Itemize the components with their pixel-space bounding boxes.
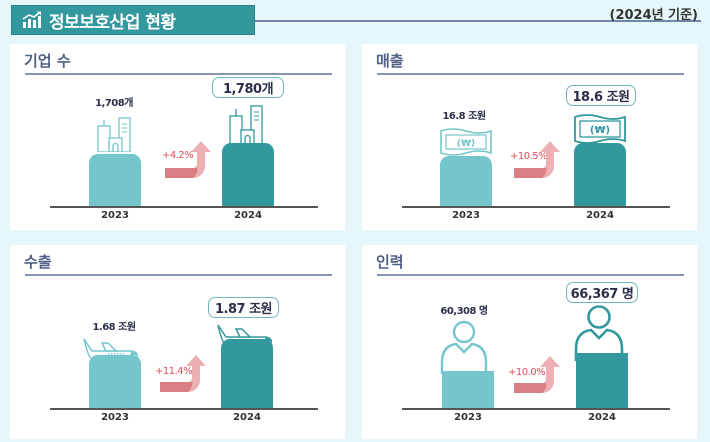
value-2023: 1,708개 [95, 98, 133, 109]
title-rule [25, 73, 332, 75]
growth-arrow-icon [165, 141, 211, 178]
bar-2024 [574, 143, 626, 206]
axis-baseline [402, 408, 670, 410]
x-label-2023: 2023 [454, 412, 482, 423]
axis-baseline [402, 206, 670, 208]
buildings-icon [97, 117, 131, 152]
x-label-2024: 2024 [233, 412, 261, 423]
card-companies: 기업 수 1,708개 1,780개 +4.2% 2023 2024 [10, 44, 345, 230]
card-title: 매출 [376, 52, 404, 70]
x-label-2023: 2023 [101, 412, 129, 423]
x-label-2023: 2023 [452, 210, 480, 221]
card-revenue: 매출 16.8 조원 18.6 조원 (₩) (₩) +10.5% 2023 2… [362, 44, 697, 230]
growth-arrow-icon [514, 356, 560, 393]
value-2023: 60,308 명 [440, 306, 488, 317]
svg-text:(₩): (₩) [590, 125, 610, 136]
svg-text:(₩): (₩) [457, 139, 475, 149]
bar-chart-trend-icon [22, 11, 41, 28]
value-2024-badge: 1,780개 [212, 77, 284, 98]
bar-2023 [89, 154, 141, 206]
bar-2024 [221, 339, 273, 408]
buildings-icon [229, 105, 263, 146]
x-label-2023: 2023 [101, 210, 129, 221]
basis-date-label: (2024년 기준) [609, 8, 698, 23]
growth-rate: +10.5% [510, 151, 548, 162]
person-icon [440, 320, 488, 374]
growth-arrow-icon [514, 141, 560, 178]
value-2023: 16.8 조원 [442, 111, 486, 122]
axis-baseline [50, 206, 318, 208]
value-2024-badge: 18.6 조원 [566, 85, 636, 106]
page-title: 정보보호산업 현황 [49, 12, 176, 33]
header-divider [255, 20, 701, 22]
x-label-2024: 2024 [234, 210, 262, 221]
card-title: 기업 수 [24, 52, 71, 70]
value-2024-badge: 66,367 명 [566, 282, 638, 303]
growth-rate: +10.0% [508, 367, 546, 378]
won-banknote-icon: (₩) [440, 128, 492, 156]
bar-2023 [89, 355, 141, 408]
axis-baseline [50, 408, 318, 410]
x-label-2024: 2024 [586, 210, 614, 221]
growth-arrow-icon [160, 355, 206, 392]
card-exports: 수출 1.68 조원 1.87 조원 +11.4% 2023 2024 [10, 245, 345, 439]
growth-rate: +4.2% [162, 150, 194, 161]
bar-2024 [222, 143, 274, 206]
title-rule [25, 274, 332, 276]
card-title: 인력 [376, 253, 404, 271]
title-rule [377, 73, 684, 75]
card-workforce: 인력 60,308 명 66,367 명 +10.0% 2023 2024 [362, 245, 697, 439]
won-banknote-icon: (₩) [574, 114, 626, 144]
bar-2023 [442, 371, 494, 408]
page-header: 정보보호산업 현황 [11, 5, 255, 35]
card-title: 수출 [24, 253, 52, 271]
value-2024-badge: 1.87 조원 [208, 297, 279, 318]
title-rule [377, 274, 684, 276]
growth-rate: +11.4% [155, 366, 193, 377]
x-label-2024: 2024 [588, 412, 616, 423]
bar-2023 [440, 156, 492, 206]
bar-2024 [576, 353, 628, 408]
value-2023: 1.68 조원 [92, 322, 136, 333]
